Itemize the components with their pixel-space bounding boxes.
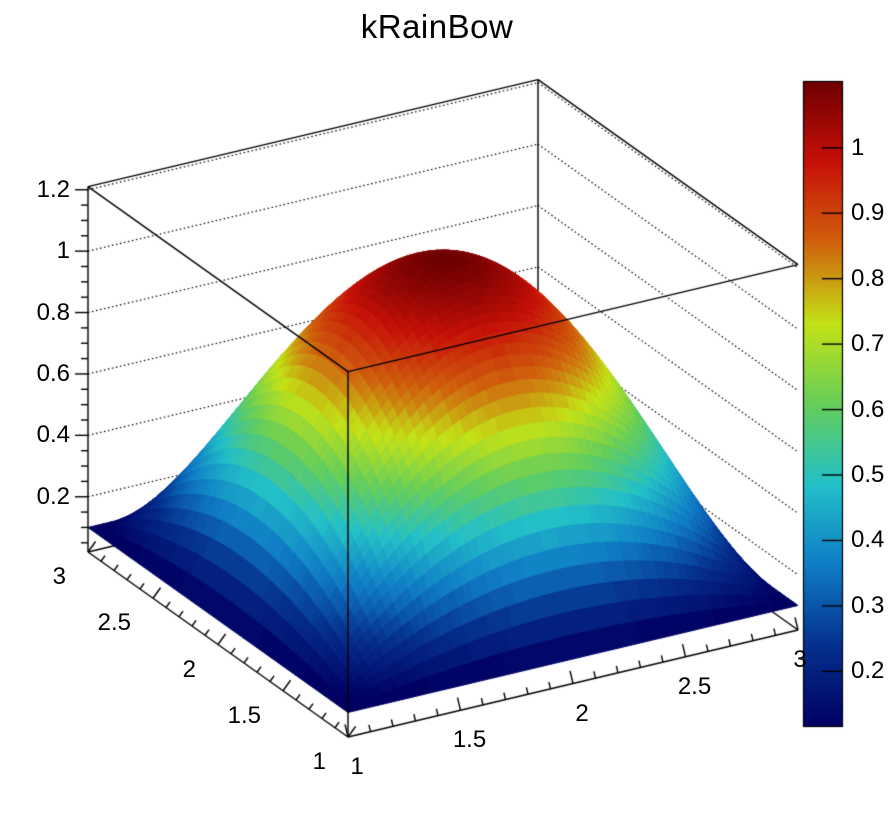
plot-title: kRainBow — [360, 8, 514, 45]
